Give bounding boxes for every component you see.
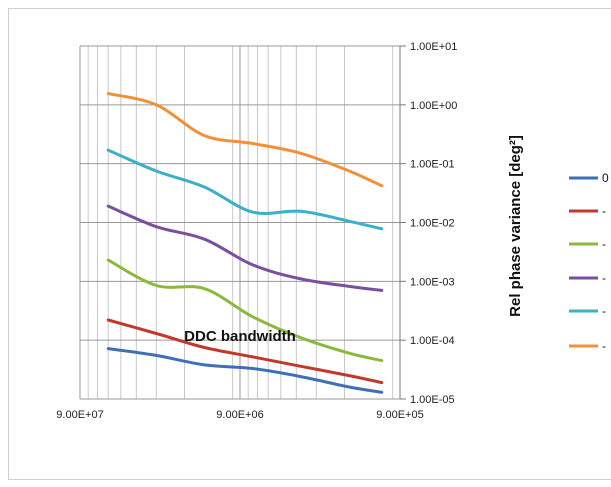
series-lines (106, 92, 384, 394)
series-line-5 (106, 148, 384, 231)
y-tick-label: 1.00E-05 (410, 394, 455, 406)
x-tick-label: 9.00E+06 (216, 409, 263, 421)
y-tick-label: 1.00E+01 (410, 41, 457, 53)
y-tick-label: 1.00E-03 (410, 276, 455, 288)
legend-label-3: - (602, 237, 606, 251)
x-tick-label: 9.00E+07 (56, 409, 103, 421)
legend-label-4: - (602, 271, 606, 285)
y-tick-label: 1.00E-02 (410, 218, 455, 230)
series-line-2 (106, 318, 384, 385)
series-line-3 (106, 258, 384, 363)
y-tick-label: 1.00E-04 (410, 335, 455, 347)
legend-label-6: - (602, 339, 606, 353)
y-tick-label: 1.00E-01 (410, 159, 455, 171)
grid (79, 45, 406, 400)
legend-label-1: 0 (602, 171, 609, 185)
series-line-1 (106, 347, 384, 394)
x-axis-title: DDC bandwidth (184, 328, 296, 345)
legend: 0 - - - - - (569, 171, 609, 353)
legend-label-5: - (602, 304, 606, 318)
series-line-4 (106, 204, 384, 292)
y-tick-label: 1.00E+00 (410, 100, 457, 112)
y-axis-title: Rel phase variance [deg²] (507, 135, 524, 317)
legend-label-2: - (602, 204, 606, 218)
series-line-6 (106, 92, 384, 188)
x-tick-label: 9.00E+05 (376, 409, 423, 421)
tick-labels: 1.00E+01 1.00E+00 1.00E-01 1.00E-02 1.00E-03… (56, 41, 457, 421)
